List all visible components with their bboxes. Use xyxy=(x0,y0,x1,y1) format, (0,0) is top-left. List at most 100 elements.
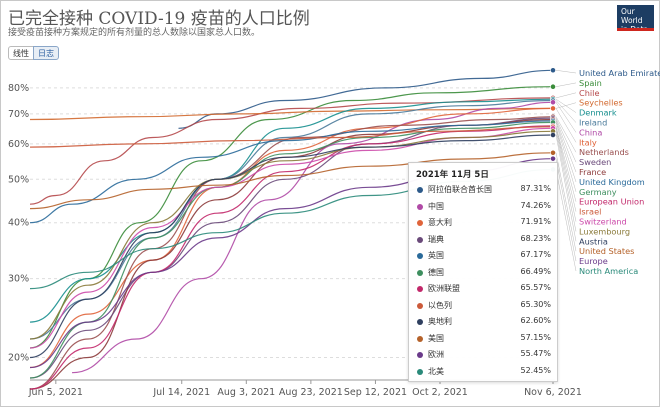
series-line xyxy=(29,125,554,390)
series-label: United States xyxy=(579,246,634,256)
series-label: Switzerland xyxy=(579,217,627,227)
tooltip-value: 52.45% xyxy=(520,365,551,375)
hover-tooltip: 2021年 11月 5日 阿拉伯联合酋长国 87.31% 中国 74.26% 意大利 71… xyxy=(408,162,558,382)
tooltip-color-dot xyxy=(417,187,423,193)
series-label: Europe xyxy=(579,256,608,266)
legend-connector xyxy=(555,134,577,242)
series-label: Luxembourg xyxy=(579,226,630,236)
series-end-dot xyxy=(550,99,556,106)
series-label: Netherlands xyxy=(579,147,629,157)
tooltip-country: 德国 xyxy=(428,267,444,277)
series-end-dot xyxy=(550,67,556,74)
log-scale-button[interactable]: 日志 xyxy=(33,46,59,60)
series-line xyxy=(29,130,554,340)
tooltip-country: 北美 xyxy=(428,366,444,376)
series-line xyxy=(29,120,554,224)
series-line xyxy=(29,107,554,121)
tooltip-country: 英国 xyxy=(428,251,444,260)
series-label: Seychelles xyxy=(579,98,623,108)
logo-line-1: Our World xyxy=(621,7,643,25)
series-line xyxy=(29,126,554,148)
legend-connector xyxy=(555,122,577,192)
tooltip-country: 中国 xyxy=(428,201,444,211)
tooltip-value: 87.31% xyxy=(520,184,551,193)
series-line xyxy=(29,121,554,379)
y-tick-label: 60% xyxy=(8,139,29,150)
x-tick-label: Sep 12, 2021 xyxy=(344,387,407,398)
series-label: Israel xyxy=(579,207,601,217)
legend-connector xyxy=(555,82,577,87)
y-tick-label: 50% xyxy=(8,174,29,185)
tooltip-value: 57.15% xyxy=(520,332,551,342)
series-label: Chile xyxy=(579,88,600,98)
series-line xyxy=(29,97,554,205)
x-tick-label: Jun 5, 2021 xyxy=(28,387,83,398)
series-line xyxy=(29,107,554,369)
tooltip-row: 阿拉伯联合酋长国 87.31% xyxy=(409,184,559,198)
y-tick-label: 20% xyxy=(8,353,29,364)
legend-connector xyxy=(555,116,577,153)
series-line xyxy=(29,152,554,210)
tooltip-date: 2021年 11月 5日 xyxy=(416,170,489,180)
series-label: Denmark xyxy=(579,108,617,118)
legend-connector xyxy=(555,169,577,272)
y-tick-label: 80% xyxy=(8,83,29,94)
series-label: United Arab Emirates xyxy=(579,68,660,78)
tooltip-color-dot xyxy=(417,368,423,375)
x-tick-label: Oct 2, 2021 xyxy=(412,387,468,398)
legend-connector xyxy=(555,92,577,99)
tooltip-country: 欧洲联盟 xyxy=(428,284,460,293)
tooltip-country: 瑞典 xyxy=(428,234,444,244)
tooltip-value: 67.17% xyxy=(520,250,551,259)
y-axis-ticks: 20% 30% 40% 50% 60% 70% 80% xyxy=(8,83,29,364)
tooltip-row: 欧洲 55.47% xyxy=(409,349,559,363)
tooltip-row: 以色列 65.30% xyxy=(409,300,559,314)
series-line xyxy=(29,98,554,323)
tooltip-value: 62.60% xyxy=(520,316,551,325)
tooltip-color-dot xyxy=(417,335,423,342)
series-lines xyxy=(29,69,554,390)
tooltip-color-dot xyxy=(417,269,423,276)
legend-connector xyxy=(555,102,577,133)
tooltip-color-dot xyxy=(417,236,423,243)
x-tick-label: Nov 6, 2021 xyxy=(524,387,582,398)
tooltip-color-dot xyxy=(417,253,423,259)
tooltip-row: 德国 66.49% xyxy=(409,267,559,281)
tooltip-value: 71.91% xyxy=(520,217,551,226)
tooltip-value: 55.47% xyxy=(520,349,551,358)
tooltip-country: 意大利 xyxy=(428,218,452,227)
legend-connector xyxy=(555,119,577,173)
tooltip-color-dot xyxy=(417,319,423,325)
tooltip-country: 欧洲 xyxy=(428,350,444,359)
y-tick-label: 40% xyxy=(8,218,29,229)
series-line xyxy=(71,101,554,374)
tooltip-row: 欧洲联盟 65.57% xyxy=(409,283,559,297)
owid-logo[interactable]: Our World in Data xyxy=(617,5,654,34)
tooltip-value: 65.30% xyxy=(520,299,551,309)
legend-connector xyxy=(555,158,577,262)
series-end-dot xyxy=(550,105,556,112)
legend-connector xyxy=(555,100,577,123)
tooltip-value: 65.57% xyxy=(520,283,551,292)
series-end-dot xyxy=(550,132,556,138)
tooltip-value: 66.49% xyxy=(520,266,551,276)
tooltip-row: 奥地利 62.60% xyxy=(409,316,559,330)
tooltip-row: 英国 67.17% xyxy=(409,250,559,264)
tooltip-country: 阿拉伯联合酋长国 xyxy=(428,185,492,194)
x-tick-label: Jul 14, 2021 xyxy=(152,387,210,398)
tooltip-color-dot xyxy=(417,302,423,309)
tooltip-value: 68.23% xyxy=(520,233,551,243)
x-tick-label: Aug 3, 2021 xyxy=(217,387,275,398)
series-label: United Kingdom xyxy=(579,177,645,187)
legend-connector xyxy=(555,126,577,212)
y-tick-label: 70% xyxy=(8,109,29,120)
tooltip-row: 美国 57.15% xyxy=(409,333,559,347)
series-line xyxy=(29,116,554,390)
y-tick-label: 30% xyxy=(8,274,29,285)
tooltip-country: 美国 xyxy=(428,333,444,343)
x-axis-ticks: Jun 5, 2021 Jul 14, 2021 Aug 3, 2021 Aug 23… xyxy=(28,380,582,398)
series-label: Sweden xyxy=(579,157,611,167)
tooltip-country: 奥地利 xyxy=(428,317,452,326)
legend-connector xyxy=(555,152,577,252)
